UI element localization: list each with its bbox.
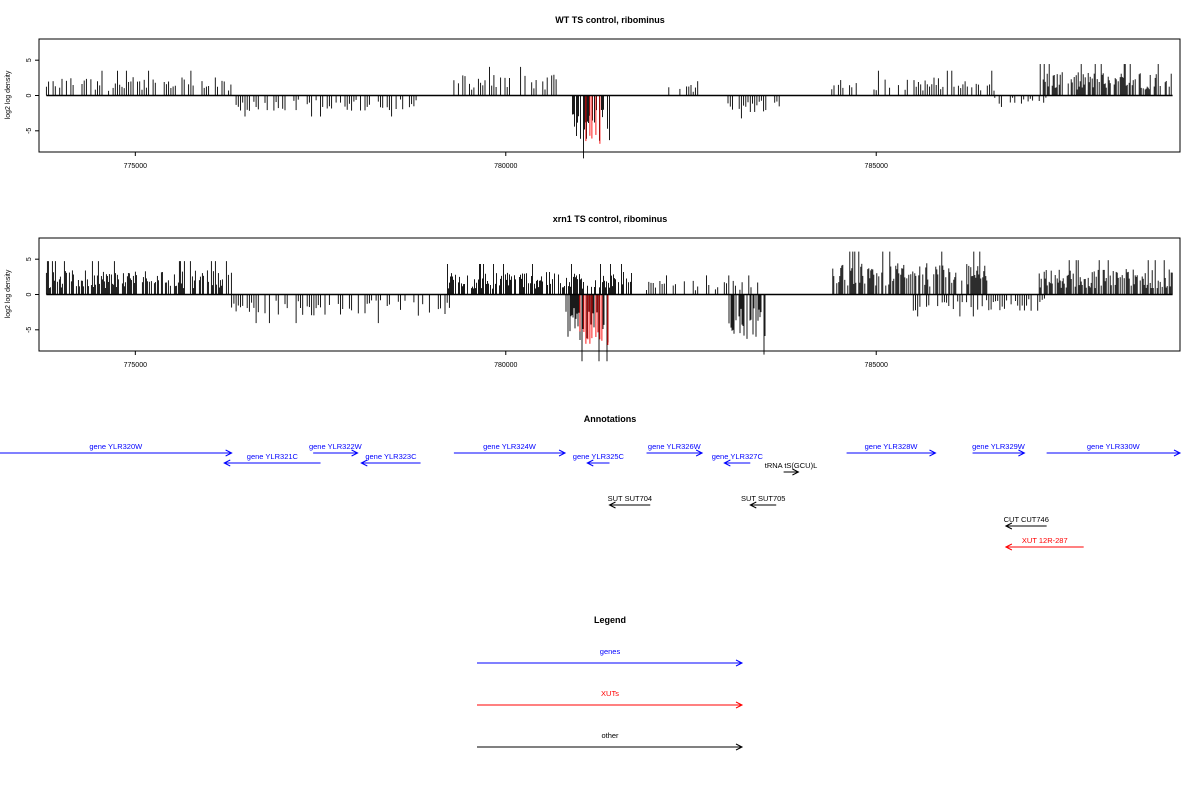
- annotation-label: gene YLR328W: [865, 442, 919, 451]
- annotation-label: tRNA tS(GCU)L: [765, 461, 818, 470]
- wt-coverage-panel: WT TS control, ribominus log2 log densit…: [5, 15, 1181, 170]
- arrow-head-icon: [586, 459, 594, 467]
- legend-title: Legend: [594, 615, 626, 625]
- wt-x-tick-775000: 775000: [124, 163, 147, 170]
- annotation-sut-sut705: SUT SUT705: [741, 494, 785, 509]
- xrn1-x-tick-780000: 780000: [494, 362, 517, 369]
- legend-item-other: other: [477, 731, 744, 751]
- annotation-gene-ylr320w: gene YLR320W: [0, 442, 233, 457]
- annotation-label: gene YLR330W: [1087, 442, 1141, 451]
- xrn1-x-tick-785000: 785000: [865, 362, 888, 369]
- wt-coverage-bars: [45, 64, 1173, 159]
- arrow-head-icon: [1173, 449, 1182, 457]
- annotation-gene-ylr327c: gene YLR327C: [712, 452, 764, 467]
- wt-axes: log2 log density 5 0 -5 775000 780000 78…: [5, 58, 888, 170]
- wt-x-tick-780000: 780000: [494, 163, 517, 170]
- wt-panel-title: WT TS control, ribominus: [555, 15, 665, 25]
- wt-y-tick-neg5: -5: [26, 128, 33, 134]
- wt-y-tick-5: 5: [26, 58, 33, 62]
- xrn1-axes: log2 log density 5 0 -5 775000 780000 78…: [5, 257, 888, 369]
- annotation-gene-ylr325c: gene YLR325C: [573, 452, 625, 467]
- annotation-label: XUT 12R-287: [1022, 536, 1068, 545]
- xrn1-y-axis-label: log2 log density: [5, 269, 12, 318]
- annotation-gene-ylr329w: gene YLR329W: [972, 442, 1026, 457]
- arrow-head-icon: [735, 743, 744, 751]
- xrn1-coverage-panel: xrn1 TS control, ribominus log2 log dens…: [5, 214, 1181, 369]
- arrow-head-icon: [929, 449, 937, 457]
- annotation-gene-ylr330w: gene YLR330W: [1046, 442, 1182, 457]
- arrow-head-icon: [558, 449, 567, 457]
- legend-items: genes XUTs other: [477, 647, 744, 751]
- annotation-label: CUT CUT746: [1004, 515, 1049, 524]
- wt-y-tick-0: 0: [26, 93, 33, 97]
- annotation-gene-ylr326w: gene YLR326W: [646, 442, 704, 457]
- xrn1-y-tick-neg5: -5: [26, 327, 33, 333]
- arrow-head-icon: [723, 459, 731, 467]
- arrow-head-icon: [735, 659, 744, 667]
- annotation-gene-ylr328w: gene YLR328W: [846, 442, 937, 457]
- annotation-label: gene YLR321C: [247, 452, 299, 461]
- xrn1-x-tick-775000: 775000: [124, 362, 147, 369]
- annotation-label: gene YLR324W: [483, 442, 537, 451]
- annotation-label: gene YLR325C: [573, 452, 625, 461]
- arrow-head-icon: [735, 701, 744, 709]
- annotation-label: gene YLR322W: [309, 442, 363, 451]
- legend-item-genes: genes: [477, 647, 744, 667]
- annotation-label: gene YLR327C: [712, 452, 764, 461]
- arrow-head-icon: [1004, 522, 1013, 530]
- xrn1-coverage-bars: [45, 251, 1173, 362]
- annotation-label: gene YLR326W: [648, 442, 702, 451]
- annotation-label: SUT SUT704: [608, 494, 652, 503]
- arrow-head-icon: [351, 449, 359, 457]
- wt-y-axis-label: log2 log density: [5, 70, 12, 119]
- annotation-xut-12r-287: XUT 12R-287: [1004, 536, 1084, 551]
- legend-label: other: [601, 731, 619, 740]
- annotation-cut-cut746: CUT CUT746: [1004, 515, 1049, 530]
- xrn1-panel-title: xrn1 TS control, ribominus: [553, 214, 668, 224]
- wt-x-tick-785000: 785000: [865, 163, 888, 170]
- annotation-label: gene YLR320W: [89, 442, 143, 451]
- arrow-head-icon: [792, 468, 800, 476]
- annotation-label: gene YLR329W: [972, 442, 1026, 451]
- arrow-head-icon: [225, 449, 233, 457]
- arrow-head-icon: [223, 459, 231, 467]
- annotations-track: Annotations gene YLR320W gene YLR321C gene…: [0, 414, 1182, 551]
- annotation-gene-ylr321c: gene YLR321C: [223, 452, 321, 467]
- xrn1-y-tick-0: 0: [26, 292, 33, 296]
- annotation-sut-sut704: SUT SUT704: [608, 494, 652, 509]
- annotation-gene-ylr324w: gene YLR324W: [453, 442, 567, 457]
- arrow-head-icon: [695, 449, 704, 457]
- legend: Legend genes XUTs other: [477, 615, 744, 751]
- arrow-head-icon: [360, 459, 368, 467]
- arrow-head-icon: [1004, 543, 1013, 551]
- arrow-head-icon: [1018, 449, 1026, 457]
- annotation-label: SUT SUT705: [741, 494, 785, 503]
- annotation-label: gene YLR323C: [365, 452, 417, 461]
- legend-label: genes: [600, 647, 621, 656]
- arrow-head-icon: [608, 501, 616, 509]
- arrow-head-icon: [749, 501, 757, 509]
- annotation-trna-ts-gcu-l: tRNA tS(GCU)L: [765, 461, 818, 476]
- annotation-gene-ylr322w: gene YLR322W: [309, 442, 363, 457]
- annotation-gene-ylr323c: gene YLR323C: [360, 452, 421, 467]
- legend-label: XUTs: [601, 689, 619, 698]
- legend-item-xuts: XUTs: [477, 689, 744, 709]
- annotations-title: Annotations: [584, 414, 637, 424]
- xrn1-y-tick-5: 5: [26, 257, 33, 261]
